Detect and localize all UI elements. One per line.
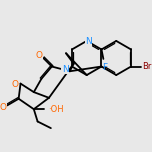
Text: F: F — [102, 63, 107, 72]
Text: N: N — [62, 65, 68, 74]
Text: N: N — [85, 37, 92, 46]
Text: O: O — [0, 103, 7, 112]
Text: ·OH: ·OH — [48, 105, 64, 114]
Text: O: O — [11, 80, 18, 89]
Text: O: O — [36, 51, 43, 60]
Text: Br: Br — [142, 62, 152, 71]
